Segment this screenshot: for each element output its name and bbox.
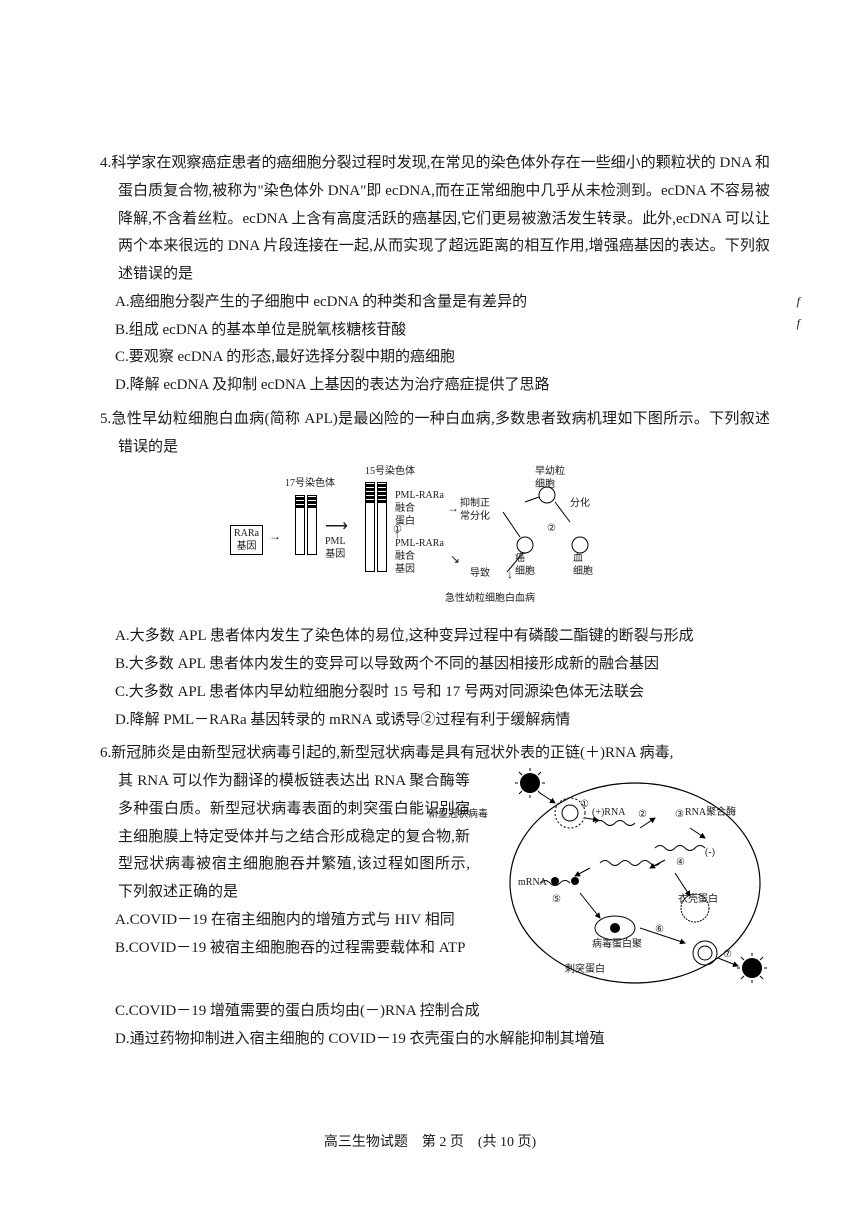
question-4: 4.科学家在观察癌症患者的癌细胞分裂过程时发现,在常见的染色体外存在一些细小的颗… <box>100 150 770 400</box>
lbl-mrna: mRNA <box>518 876 547 889</box>
q6-option-d: D.通过药物抑制进入宿主细胞的 COVID－19 衣壳蛋白的水解能抑制其增殖 <box>100 1026 770 1054</box>
q6-option-c: C.COVID－19 增殖需要的蛋白质均由(－)RNA 控制合成 <box>100 998 770 1026</box>
n5: ⑤ <box>552 893 561 906</box>
q4-option-c: C.要观察 ecDNA 的形态,最好选择分裂中期的癌细胞 <box>100 344 770 372</box>
page-footer: 高三生物试题 第 2 页 (共 10 页) <box>0 1130 860 1156</box>
q6-stem: 6.新冠肺炎是由新型冠状病毒引起的,新型冠状病毒是具有冠状外表的正链(＋)RNA… <box>100 740 770 768</box>
lbl-vp: 病毒蛋白聚 <box>592 938 642 951</box>
lbl-blood: 血 细胞 <box>573 552 593 578</box>
q5-option-c: C.大多数 APL 患者体内早幼粒细胞分裂时 15 号和 17 号两对同源染色体… <box>100 679 770 707</box>
q5-diagram: 17号染色体 15号染色体 RARa 基因 → ⟶ PML 基因 <box>225 467 645 617</box>
n7: ⑦ <box>723 948 732 961</box>
n1: ① <box>580 798 589 811</box>
question-5: 5.急性早幼粒细胞白血病(简称 APL)是最凶险的一种白血病,多数患者致病机理如… <box>100 406 770 735</box>
q6-body: 其 RNA 可以作为翻译的模板链表达出 RNA 聚合酶等多种蛋白质。新型冠状病毒… <box>100 768 470 907</box>
q4-option-d: D.降解 ecDNA 及抑制 ecDNA 上基因的表达为治疗癌症提供了思路 <box>100 372 770 400</box>
proc2: ② <box>547 522 556 535</box>
lbl-rnap: RNA聚合酶 <box>685 806 736 819</box>
q5-option-d: D.降解 PML－RARa 基因转录的 mRNA 或诱导②过程有利于缓解病情 <box>100 707 770 735</box>
q5-diagram-zone: 17号染色体 15号染色体 RARa 基因 → ⟶ PML 基因 <box>100 467 770 617</box>
lbl-prna: (+)RNA <box>592 806 625 819</box>
q6-option-a: A.COVID－19 在宿主细胞内的增殖方式与 HIV 相同 <box>100 907 470 935</box>
q4-option-a: A.癌细胞分裂产生的子细胞中 ecDNA 的种类和含量是有差异的 <box>100 289 770 317</box>
margin-note: ff <box>797 290 800 334</box>
lbl-nrna: (-) <box>705 846 715 859</box>
lbl-disease: 急性幼粒细胞白血病 <box>445 592 535 605</box>
lbl-spike: 刺突蛋白 <box>565 963 605 976</box>
n4: ④ <box>676 856 685 869</box>
n6: ⑥ <box>655 923 664 936</box>
q6-text-col: 其 RNA 可以作为翻译的模板链表达出 RNA 聚合酶等多种蛋白质。新型冠状病毒… <box>100 768 480 998</box>
q4-option-b: B.组成 ecDNA 的基本单位是脱氧核糖核苷酸 <box>100 317 770 345</box>
q5-stem: 5.急性早幼粒细胞白血病(简称 APL)是最凶险的一种白血病,多数患者致病机理如… <box>100 406 770 462</box>
q6-wrap: 其 RNA 可以作为翻译的模板链表达出 RNA 聚合酶等多种蛋白质。新型冠状病毒… <box>100 768 770 998</box>
q5-svg <box>225 467 645 617</box>
lbl-diff: 分化 <box>570 497 590 510</box>
lbl-cancer: 癌 细胞 <box>515 552 535 578</box>
question-6: 6.新冠肺炎是由新型冠状病毒引起的,新型冠状病毒是具有冠状外表的正链(＋)RNA… <box>100 740 770 1053</box>
q4-stem: 4.科学家在观察癌症患者的癌细胞分裂过程时发现,在常见的染色体外存在一些细小的颗… <box>100 150 770 289</box>
n3: ③ <box>675 808 684 821</box>
q5-option-a: A.大多数 APL 患者体内发生了染色体的易位,这种变异过程中有磷酸二酯键的断裂… <box>100 623 770 651</box>
q6-option-b: B.COVID－19 被宿主细胞胞吞的过程需要载体和 ATP <box>100 935 470 963</box>
footer-text: 高三生物试题 第 2 页 (共 10 页) <box>324 1135 536 1150</box>
n2: ② <box>638 808 647 821</box>
lbl-virus: 新型冠状病毒 <box>428 808 488 821</box>
arrow-disease: ↓ <box>507 567 513 583</box>
lbl-coat: 衣壳蛋白 <box>678 893 718 906</box>
q6-diagram: 新型冠状病毒 (+)RNA RNA聚合酶 (-) mRNA 病毒蛋白聚 衣壳蛋白… <box>480 768 770 998</box>
q5-option-b: B.大多数 APL 患者体内发生的变异可以导致两个不同的基因相接形成新的融合基因 <box>100 651 770 679</box>
